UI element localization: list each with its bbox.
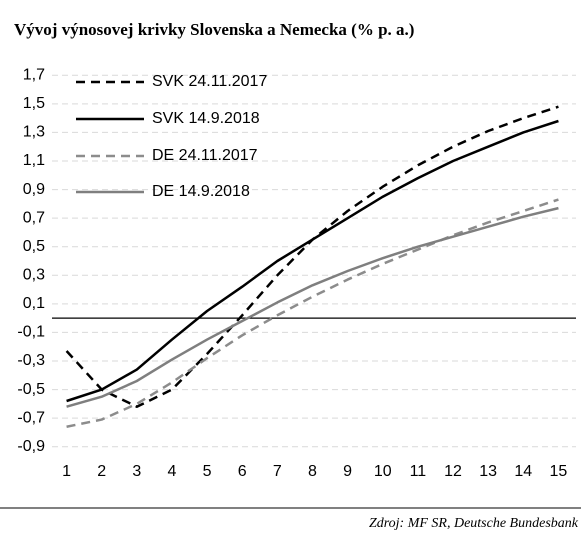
x-tick-label: 5 — [203, 463, 212, 480]
y-tick-label: -0,1 — [17, 324, 45, 341]
x-tick-label: 4 — [168, 463, 177, 480]
y-tick-label: 0,5 — [23, 238, 45, 255]
x-tick-label: 11 — [410, 463, 427, 480]
y-tick-label: -0,7 — [17, 409, 45, 426]
x-tick-label: 2 — [97, 463, 106, 480]
x-tick-label: 12 — [444, 463, 462, 480]
y-tick-label: -0,5 — [17, 381, 45, 398]
y-tick-label: 0,3 — [23, 267, 45, 284]
y-tick-label: 1,5 — [23, 95, 45, 112]
legend-label: SVK 24.11.2017 — [152, 73, 267, 90]
y-tick-label: 0,7 — [23, 209, 45, 226]
y-tick-label: 1,3 — [23, 124, 45, 141]
x-tick-label: 3 — [132, 463, 141, 480]
series-line — [66, 119, 559, 403]
y-tick-label: 0,1 — [23, 295, 45, 312]
x-tick-label: 15 — [550, 463, 568, 480]
source: Zdroj: MF SR, Deutsche Bundesbank — [369, 516, 579, 531]
x-tick-label: 10 — [374, 463, 392, 480]
y-tick-label: 0,9 — [23, 181, 45, 198]
x-tick-label: 13 — [479, 463, 497, 480]
x-tick-label: 6 — [238, 463, 247, 480]
legend-label: DE 24.11.2017 — [152, 147, 258, 164]
legend-label: DE 14.9.2018 — [152, 183, 250, 200]
y-tick-label: -0,9 — [17, 438, 45, 455]
series-line — [66, 198, 559, 428]
legend-label: SVK 14.9.2018 — [152, 110, 260, 127]
y-tick-label: 1,7 — [23, 67, 45, 84]
y-tick-label: -0,3 — [17, 352, 45, 369]
series-line — [65, 105, 559, 408]
x-tick-label: 1 — [62, 463, 71, 480]
chart-title: Vývoj výnosovej krivky Slovenska a Nemec… — [14, 20, 414, 39]
x-tick-label: 9 — [343, 463, 352, 480]
y-tick-label: 1,1 — [23, 152, 45, 169]
x-tick-label: 14 — [514, 463, 532, 480]
x-tick-label: 8 — [308, 463, 317, 480]
series-line — [66, 206, 559, 408]
x-tick-label: 7 — [273, 463, 282, 480]
